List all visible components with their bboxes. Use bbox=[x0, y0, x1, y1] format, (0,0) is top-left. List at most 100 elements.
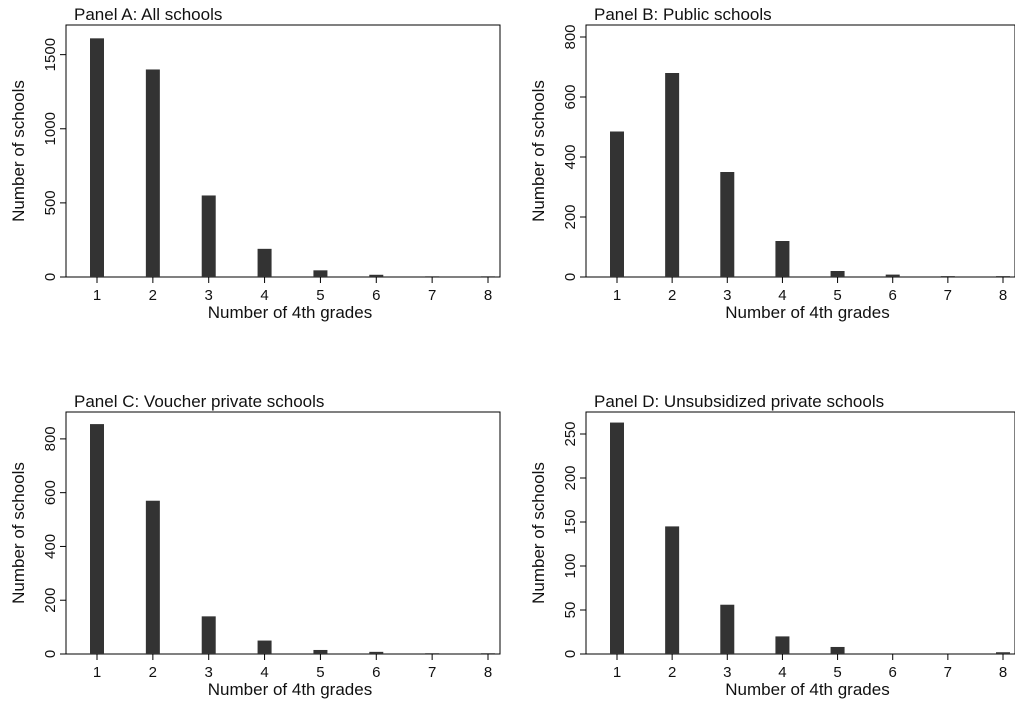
x-tick-label: 2 bbox=[149, 287, 157, 304]
bar-7 bbox=[425, 276, 440, 277]
y-tick-label: 250 bbox=[562, 421, 579, 446]
y-tick-label: 200 bbox=[562, 204, 579, 229]
bar-1 bbox=[610, 131, 624, 277]
x-tick-label: 8 bbox=[484, 287, 492, 304]
y-tick-label: 150 bbox=[562, 509, 579, 534]
bar-1 bbox=[90, 424, 104, 654]
x-tick-label: 4 bbox=[778, 664, 786, 681]
bar-6 bbox=[369, 651, 384, 654]
x-tick-label: 6 bbox=[889, 664, 897, 681]
panel-a: Panel A: All schools 1 2 3 4 5 6 7 8 0 500 1000 1500… bbox=[9, 5, 501, 322]
y-axis-label: Number of schools bbox=[9, 462, 28, 604]
x-tick-label: 1 bbox=[613, 664, 621, 681]
x-tick-label: 8 bbox=[484, 664, 492, 681]
bar-3 bbox=[720, 604, 735, 654]
x-tick-label: 5 bbox=[316, 664, 324, 681]
x-tick-label: 4 bbox=[778, 287, 786, 304]
bar-2 bbox=[145, 69, 160, 278]
bar-4 bbox=[775, 241, 790, 277]
x-tick-label: 7 bbox=[428, 664, 436, 681]
bar-5 bbox=[313, 270, 328, 277]
panel-title: Panel B: Public schools bbox=[594, 5, 772, 24]
y-axis-label: Number of schools bbox=[529, 80, 548, 222]
panel-title: Panel D: Unsubsidized private schools bbox=[594, 392, 884, 411]
bar-8 bbox=[481, 276, 495, 277]
x-axis-label: Number of 4th grades bbox=[208, 680, 372, 699]
y-tick-label: 500 bbox=[42, 190, 59, 215]
x-tick-label: 5 bbox=[833, 287, 841, 304]
x-tick-label: 1 bbox=[93, 287, 101, 304]
bar-5 bbox=[830, 646, 845, 654]
x-tick-label: 8 bbox=[999, 664, 1007, 681]
y-tick-label: 1500 bbox=[42, 38, 59, 71]
x-tick-label: 1 bbox=[93, 664, 101, 681]
bar-1 bbox=[610, 422, 624, 654]
x-tick-label: 8 bbox=[999, 287, 1007, 304]
y-tick-label: 800 bbox=[42, 426, 59, 451]
y-tick-label: 200 bbox=[562, 465, 579, 490]
x-axis-label: Number of 4th grades bbox=[208, 303, 372, 322]
y-tick-label: 50 bbox=[562, 602, 579, 619]
x-tick-label: 2 bbox=[668, 664, 676, 681]
panel-title: Panel C: Voucher private schools bbox=[74, 392, 324, 411]
plot-frame bbox=[65, 24, 501, 278]
y-tick-label: 0 bbox=[562, 273, 579, 281]
panel-b: Panel B: Public schools 1 2 3 4 5 6 7 8 0 200 400 60… bbox=[529, 5, 1015, 322]
x-tick-label: 7 bbox=[428, 287, 436, 304]
bar-1 bbox=[90, 38, 104, 278]
bar-8 bbox=[996, 276, 1010, 277]
plot-frame bbox=[585, 411, 1015, 655]
bar-5 bbox=[830, 271, 845, 277]
x-tick-label: 5 bbox=[316, 287, 324, 304]
x-tick-label: 2 bbox=[668, 287, 676, 304]
x-tick-label: 5 bbox=[833, 664, 841, 681]
x-tick-label: 2 bbox=[149, 664, 157, 681]
x-tick-label: 6 bbox=[372, 664, 380, 681]
x-tick-label: 1 bbox=[613, 287, 621, 304]
x-tick-label: 3 bbox=[205, 287, 213, 304]
x-tick-label: 6 bbox=[889, 287, 897, 304]
bar-3 bbox=[201, 616, 216, 654]
y-axis-label: Number of schools bbox=[529, 462, 548, 604]
y-tick-label: 0 bbox=[562, 650, 579, 658]
bar-3 bbox=[720, 172, 735, 277]
bar-6 bbox=[885, 274, 900, 277]
y-tick-label: 100 bbox=[562, 553, 579, 578]
y-tick-label: 600 bbox=[562, 84, 579, 109]
plot-frame bbox=[65, 411, 501, 655]
bar-7 bbox=[940, 276, 955, 277]
bar-4 bbox=[775, 636, 790, 654]
x-tick-label: 4 bbox=[260, 287, 268, 304]
y-tick-label: 0 bbox=[42, 650, 59, 658]
panel-c: Panel C: Voucher private schools 1 2 3 4 5 6 7 8… bbox=[9, 392, 501, 699]
bar-2 bbox=[145, 500, 160, 654]
x-tick-label: 3 bbox=[205, 664, 213, 681]
panel-title: Panel A: All schools bbox=[74, 5, 222, 24]
bar-7 bbox=[425, 653, 440, 654]
x-tick-label: 3 bbox=[723, 287, 731, 304]
bar-4 bbox=[257, 248, 272, 277]
y-tick-label: 200 bbox=[42, 588, 59, 613]
panel-d: Panel D: Unsubsidized private schools 1 2 3… bbox=[529, 392, 1015, 699]
x-axis-label: Number of 4th grades bbox=[725, 680, 889, 699]
bar-4 bbox=[257, 640, 272, 654]
bar-8 bbox=[996, 652, 1010, 654]
y-tick-label: 0 bbox=[42, 273, 59, 281]
bar-5 bbox=[313, 649, 328, 654]
y-tick-label: 600 bbox=[42, 480, 59, 505]
x-axis-label: Number of 4th grades bbox=[725, 303, 889, 322]
x-tick-label: 6 bbox=[372, 287, 380, 304]
plot-frame bbox=[585, 24, 1015, 278]
x-tick-label: 7 bbox=[944, 664, 952, 681]
bar-2 bbox=[665, 73, 680, 277]
y-axis-label: Number of schools bbox=[9, 80, 28, 222]
x-tick-label: 7 bbox=[944, 287, 952, 304]
x-tick-label: 3 bbox=[723, 664, 731, 681]
y-tick-label: 400 bbox=[42, 534, 59, 559]
bar-6 bbox=[369, 274, 384, 277]
bar-2 bbox=[665, 526, 680, 654]
y-tick-label: 400 bbox=[562, 144, 579, 169]
y-tick-label: 800 bbox=[562, 24, 579, 49]
x-tick-label: 4 bbox=[260, 664, 268, 681]
